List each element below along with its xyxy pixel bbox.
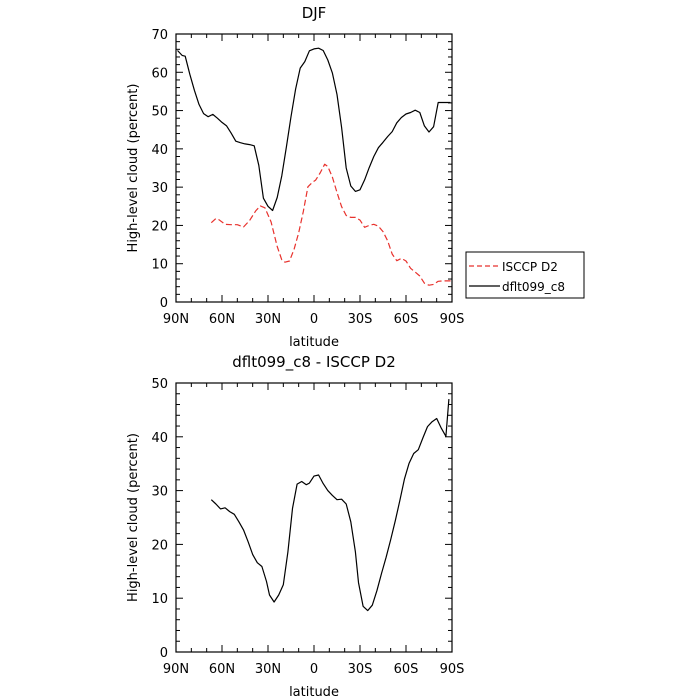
x-tick-label: 0 bbox=[310, 312, 318, 327]
y-tick-label: 40 bbox=[151, 431, 168, 446]
x-tick-label: 60N bbox=[209, 312, 235, 327]
chart-title: dflt099_c8 - ISCCP D2 bbox=[232, 353, 396, 372]
y-tick-label: 10 bbox=[151, 592, 168, 607]
y-tick-label: 60 bbox=[151, 66, 168, 81]
x-axis-label: latitude bbox=[289, 335, 339, 350]
plot-frame bbox=[175, 382, 453, 653]
x-axis-label: latitude bbox=[289, 685, 339, 700]
x-tick-label: 30S bbox=[348, 662, 373, 677]
x-tick-label: 60S bbox=[394, 312, 419, 327]
series-line-isccp-d2 bbox=[210, 163, 452, 286]
y-tick-label: 0 bbox=[160, 296, 168, 311]
y-tick-label: 0 bbox=[160, 646, 168, 661]
y-tick-label: 10 bbox=[151, 258, 168, 273]
plot-frame bbox=[175, 33, 453, 303]
y-tick-label: 20 bbox=[151, 219, 168, 234]
bottom-chart: 90N 60N 30N 0 30S 60S 90S 0 10 20 30 40 50 dflt099_c8… bbox=[126, 353, 464, 700]
legend-box bbox=[465, 251, 585, 299]
x-tick-label: 90S bbox=[440, 662, 465, 677]
x-tick-label: 90N bbox=[163, 662, 189, 677]
x-tick-label: 30N bbox=[255, 662, 281, 677]
x-tick-label: 30S bbox=[348, 312, 373, 327]
y-axis-label: High-level cloud (percent) bbox=[126, 84, 141, 253]
top-chart: 90N 60N 30N 0 30S 60S 90S 0 10 20 30 40 50 60 70 DJF lat… bbox=[126, 4, 585, 350]
x-tick-label: 30N bbox=[255, 312, 281, 327]
x-tick-label: 60N bbox=[209, 662, 235, 677]
y-tick-label: 50 bbox=[151, 377, 168, 392]
y-tick-label: 70 bbox=[151, 28, 168, 43]
x-tick-label: 0 bbox=[310, 662, 318, 677]
series-line-dflt099-c8 bbox=[177, 47, 451, 212]
y-tick-label: 20 bbox=[151, 538, 168, 553]
y-tick-label: 40 bbox=[151, 143, 168, 158]
x-tick-label: 90S bbox=[440, 312, 465, 327]
x-tick-label: 90N bbox=[163, 312, 189, 327]
chart-title: DJF bbox=[302, 4, 327, 22]
legend-label: ISCCP D2 bbox=[502, 260, 558, 274]
series-line-difference bbox=[210, 399, 450, 612]
y-tick-label: 30 bbox=[151, 485, 168, 500]
legend-label: dflt099_c8 bbox=[502, 280, 565, 294]
y-axis-label: High-level cloud (percent) bbox=[126, 433, 141, 602]
y-tick-label: 50 bbox=[151, 105, 168, 120]
x-tick-label: 60S bbox=[394, 662, 419, 677]
y-tick-label: 30 bbox=[151, 181, 168, 196]
